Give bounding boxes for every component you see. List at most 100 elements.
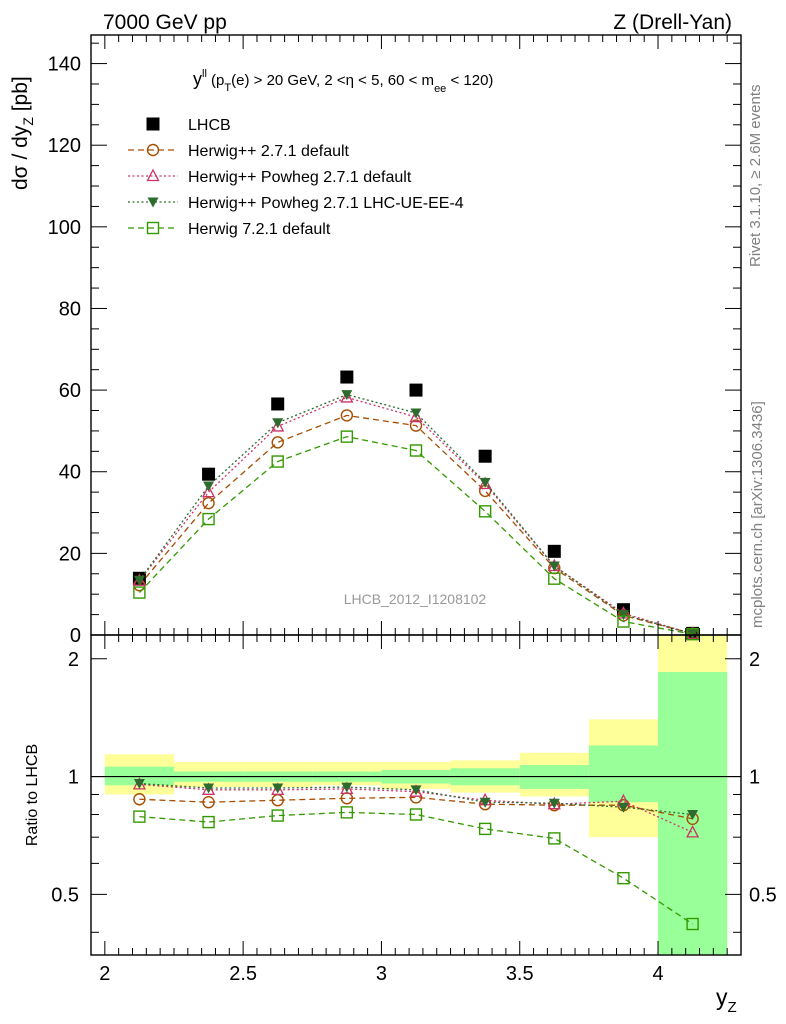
legend-entry-herwig-2-7-1-default: Herwig++ 2.7.1 default [128,143,350,160]
x-tick-label-3-5: 3.5 [506,963,534,985]
axes-frame [90,34,742,956]
y-title-main: dσ / dy [9,125,32,190]
data-point-herwig-2-7-1-default-2 [271,436,284,449]
legend-label: Herwig++ Powheg 2.7.1 default [188,169,412,186]
cut-m-sub: ee [434,83,446,95]
legend-entry-herwig-7-2-1-default: Herwig 7.2.1 default [128,221,331,238]
data-point-herwig-7-2-1-default-0 [133,586,146,599]
y-axis-title: dσ / dyZ [pb] [9,76,36,190]
ratio-series-herwig-7-2-1-default [133,806,699,931]
data-point-herwig-powheg-2-7-1-lhc-ue-ee-4-2 [272,418,284,429]
data-point-herwig-powheg-2-7-1-lhc-ue-ee-4-7 [617,610,629,621]
y-tick-label-80: 80 [59,298,81,320]
ratio-point-herwig-powheg-2-7-1-default-2 [271,782,285,795]
rivet-version-label: Rivet 3.1.10, ≥ 2.6M events [747,85,764,268]
legend-marker [146,117,160,131]
ratio-point-herwig-7-2-1-default-6 [548,832,561,845]
data-point-herwig-powheg-2-7-1-lhc-ue-ee-4-4 [410,408,422,419]
ratio-band-inner-7 [588,745,659,803]
data-point-herwig-powheg-2-7-1-default-3 [340,390,354,403]
series-line-herwig-powheg-2-7-1-default [138,396,693,635]
x-title-main: y [716,984,728,1010]
data-point-herwig-7-2-1-default-5 [478,505,492,518]
ratio-point-herwig-powheg-2-7-1-lhc-ue-ee-4-8 [687,809,699,820]
ratio-y-tick-label-right-1: 1 [749,767,760,789]
cut-mid: (e) > 20 GeV, 2 <η < 5, 60 < m [231,72,434,89]
series-herwig-powheg-2-7-1-lhc-ue-ee-4 [133,390,699,640]
y-tick-label-140: 140 [48,54,81,76]
ratio-line-herwig-2-7-1-default [139,796,693,820]
header-left: 7000 GeV pp [103,11,227,34]
ratio-point-herwig-7-2-1-default-0 [133,810,146,823]
data-point-herwig-powheg-2-7-1-lhc-ue-ee-4-5 [479,477,491,488]
data-point-herwig-2-7-1-default-1 [202,496,215,510]
ratio-point-herwig-powheg-2-7-1-lhc-ue-ee-4-6 [548,798,560,809]
data-point-lhcb-1 [202,467,216,481]
ratio-point-herwig-powheg-2-7-1-lhc-ue-ee-4-1 [203,783,215,794]
ratio-point-herwig-7-2-1-default-5 [478,822,492,836]
ratio-point-herwig-2-7-1-default-1 [202,796,215,809]
ratio-point-herwig-7-2-1-default-7 [617,871,630,885]
legend-label: LHCB [188,117,231,134]
data-point-herwig-7-2-1-default-8 [686,627,699,641]
y-tick-label-20: 20 [59,543,81,565]
x-tick-label-3: 3 [376,963,387,985]
ratio-point-herwig-powheg-2-7-1-lhc-ue-ee-4-5 [479,797,491,808]
y-tick-label-60: 60 [59,380,81,402]
data-point-herwig-powheg-2-7-1-lhc-ue-ee-4-6 [548,561,560,572]
data-point-lhcb-5 [478,449,492,463]
ratio-point-herwig-powheg-2-7-1-lhc-ue-ee-4-4 [410,785,422,796]
ratio-point-herwig-powheg-2-7-1-lhc-ue-ee-4-3 [341,782,353,793]
x-title-sub: Z [728,999,737,1016]
y-tick-label-100: 100 [48,217,81,239]
x-tick-label-2-5: 2.5 [229,963,257,985]
y-tick-label-40: 40 [59,462,81,484]
y-title-unit: [pb] [9,76,32,117]
legend-marker [146,221,160,235]
data-point-herwig-powheg-2-7-1-default-2 [271,419,285,432]
y-tick-label-120: 120 [48,135,81,157]
cut-p-sub: T [224,82,231,94]
series-line-herwig-2-7-1-default [138,414,693,635]
ratio-plot-frame [90,634,742,956]
legend-marker [146,168,160,182]
data-point-herwig-7-2-1-default-3 [340,430,354,443]
ratio-y-tick-label-left-1: 1 [68,767,79,789]
data-point-herwig-powheg-2-7-1-lhc-ue-ee-4-0 [133,575,145,586]
legend-label: Herwig++ Powheg 2.7.1 LHC-UE-EE-4 [188,195,464,212]
main-series [132,370,700,641]
data-point-herwig-powheg-2-7-1-lhc-ue-ee-4-8 [687,629,699,640]
legend-entry-herwig-powheg-2-7-1-default: Herwig++ Powheg 2.7.1 default [128,168,412,186]
ratio-y-label: Ratio to LHCB [24,744,41,846]
cut-p: (p [207,72,225,89]
legend: LHCB Herwig++ 2.7.1 default Herwig++ Powhe… [128,117,464,238]
data-point-herwig-7-2-1-default-6 [548,572,561,585]
x-tick-label-2: 2 [99,963,110,985]
legend-entry-herwig-powheg-2-7-1-lhc-ue-ee-4: Herwig++ Powheg 2.7.1 LHC-UE-EE-4 [128,195,464,212]
legend-marker [147,197,159,208]
ratio-point-herwig-7-2-1-default-8 [686,917,699,931]
data-point-herwig-7-2-1-default-2 [271,455,284,468]
data-point-herwig-7-2-1-default-4 [409,444,423,457]
ratio-series-herwig-powheg-2-7-1-lhc-ue-ee-4 [133,779,699,820]
ratio-y-tick-label-right-2: 2 [749,649,760,671]
data-point-lhcb-3 [340,370,354,384]
series-herwig-7-2-1-default [133,430,699,641]
data-point-herwig-powheg-2-7-1-default-1 [201,484,216,498]
ratio-line-herwig-7-2-1-default [139,811,693,925]
legend-marker [146,143,160,157]
y-title-sub: Z [20,117,36,126]
ratio-point-herwig-powheg-2-7-1-lhc-ue-ee-4-0 [133,779,145,790]
data-point-herwig-2-7-1-default-3 [340,409,354,422]
legend-entry-lhcb: LHCB [146,117,231,134]
data-point-herwig-2-7-1-default-4 [409,419,423,432]
header-right: Z (Drell-Yan) [613,11,732,34]
x-tick-label-4: 4 [652,963,663,985]
cut-y: y [193,69,202,89]
data-point-herwig-7-2-1-default-7 [617,615,630,628]
data-point-herwig-7-2-1-default-1 [202,512,215,526]
ratio-y-tick-label-left-2: 2 [68,649,79,671]
data-point-herwig-powheg-2-7-1-lhc-ue-ee-4-3 [341,390,353,401]
